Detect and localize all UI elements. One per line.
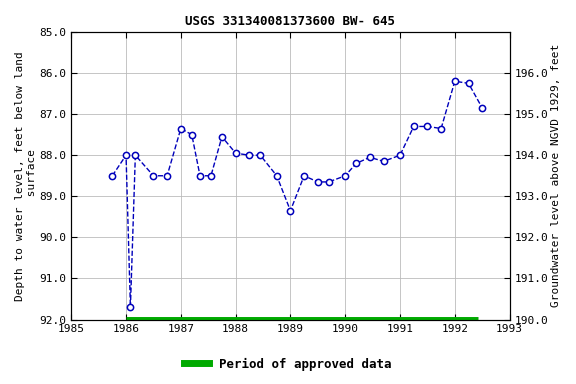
Y-axis label: Groundwater level above NGVD 1929, feet: Groundwater level above NGVD 1929, feet (551, 44, 561, 307)
Legend: Period of approved data: Period of approved data (179, 353, 397, 376)
Y-axis label: Depth to water level, feet below land
 surface: Depth to water level, feet below land su… (15, 51, 37, 301)
Title: USGS 331340081373600 BW- 645: USGS 331340081373600 BW- 645 (185, 15, 396, 28)
